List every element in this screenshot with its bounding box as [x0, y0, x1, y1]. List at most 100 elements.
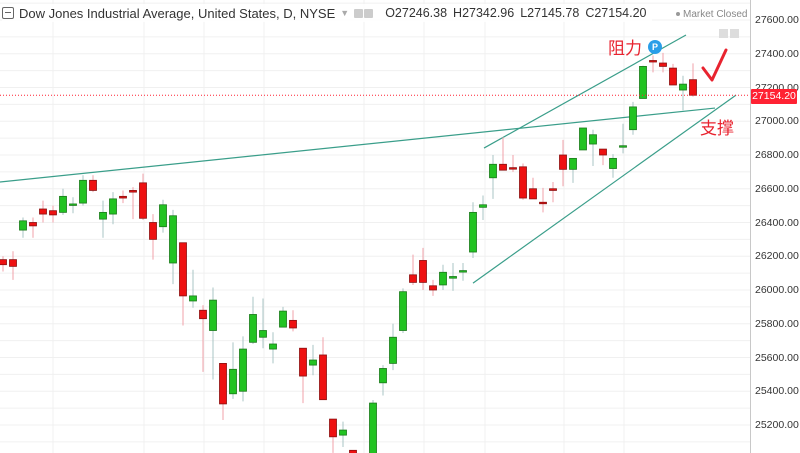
candle-body	[179, 242, 187, 297]
scale-up-icon[interactable]	[730, 29, 739, 38]
y-tick-label: 26400.00	[755, 216, 799, 229]
y-tick-label: 26600.00	[755, 182, 799, 195]
low-value: L27145.78	[520, 6, 580, 20]
candle-body	[279, 310, 287, 328]
candle-body	[669, 67, 677, 86]
candle-body	[189, 295, 197, 302]
candle-body	[429, 285, 437, 291]
candle-body	[379, 368, 387, 384]
y-tick-label: 25800.00	[755, 317, 799, 330]
candle-body	[129, 190, 137, 193]
candle-body	[169, 215, 177, 264]
candle-body	[219, 363, 227, 405]
candle-body	[239, 348, 247, 392]
settings-icons[interactable]	[354, 6, 374, 21]
candle-body	[409, 274, 417, 283]
y-tick-label: 27600.00	[755, 14, 799, 26]
checkmark-annotation	[701, 48, 728, 82]
candle-body	[99, 211, 107, 220]
candle-body	[159, 204, 167, 228]
y-tick-label: 25400.00	[755, 385, 799, 398]
symbol-title[interactable]: Dow Jones Industrial Average, United Sta…	[19, 5, 336, 21]
candle-body	[89, 179, 97, 191]
chevron-down-icon[interactable]: ▼	[340, 8, 350, 18]
trendline	[472, 94, 737, 284]
candle-body	[269, 343, 277, 350]
candle-body	[539, 201, 547, 205]
candle-body	[459, 270, 467, 273]
collapse-icon[interactable]	[2, 7, 14, 19]
candle-body	[609, 157, 617, 169]
high-value: H27342.96	[453, 6, 515, 20]
candle-body	[419, 260, 427, 283]
candle-body	[559, 154, 567, 170]
candle-body	[659, 62, 667, 67]
candle-body	[589, 134, 597, 145]
candle-body	[109, 198, 117, 215]
candle-body	[9, 259, 17, 267]
candle-body	[499, 163, 507, 171]
candle-body	[59, 195, 67, 213]
candle-body	[519, 166, 527, 199]
candle-body	[529, 188, 537, 200]
candle-body	[139, 182, 147, 219]
candle-body	[149, 222, 157, 240]
candle-body	[629, 106, 637, 131]
close-value: C27154.20	[585, 6, 647, 20]
candle-body	[439, 271, 447, 286]
candle-body	[199, 309, 207, 320]
trendline	[0, 107, 716, 183]
candle-body	[389, 336, 397, 364]
y-tick-label: 25600.00	[755, 351, 799, 364]
candle-body	[449, 276, 457, 279]
candle-body	[329, 418, 337, 438]
candle-body	[649, 60, 657, 63]
candle-body	[369, 402, 377, 453]
candle-body	[549, 188, 557, 191]
candle-body	[49, 210, 57, 216]
candle-body	[249, 314, 257, 343]
candle-body	[579, 127, 587, 151]
candle-body	[79, 179, 87, 204]
candle-body	[309, 359, 317, 366]
candle-body	[39, 208, 47, 215]
candle-body	[479, 204, 487, 208]
candle-body	[339, 429, 347, 436]
candle-body	[679, 83, 687, 91]
p-badge-icon[interactable]: P	[648, 40, 662, 54]
candle-body	[259, 330, 267, 338]
support-label: 支撑	[700, 119, 734, 138]
candle-body	[69, 203, 77, 206]
candle-body	[319, 354, 327, 401]
candles	[0, 52, 697, 453]
candle-body	[289, 319, 297, 329]
candle-body	[209, 299, 217, 331]
candle-body	[639, 66, 647, 99]
candle-body	[19, 220, 27, 231]
status-dot-icon	[676, 12, 680, 17]
candle-body	[299, 347, 307, 377]
candle-body	[119, 195, 127, 199]
scale-down-icon[interactable]	[719, 29, 728, 38]
ohlc-values: O27246.38 H27342.96 L27145.78 C27154.20	[385, 6, 652, 20]
y-tick-label: 26800.00	[755, 149, 799, 161]
candle-body	[689, 79, 697, 96]
y-tick-label: 26000.00	[755, 284, 799, 296]
candle-body	[29, 222, 37, 227]
candle-body	[0, 259, 7, 266]
grid	[0, 0, 750, 453]
y-tick-label: 27000.00	[755, 115, 799, 128]
market-status-text: Market Closed	[683, 9, 748, 20]
open-value: O27246.38	[385, 6, 448, 20]
candle-body	[229, 368, 237, 395]
chart-legend: Dow Jones Industrial Average, United Sta…	[2, 4, 653, 22]
resistance-label: 阻力	[608, 39, 642, 58]
candle-body	[619, 145, 627, 148]
y-tick-label: 26200.00	[755, 250, 799, 263]
scale-buttons[interactable]	[719, 29, 739, 38]
y-tick-label: 25200.00	[755, 419, 799, 431]
trendlines	[0, 34, 737, 284]
candle-body	[489, 163, 497, 179]
trendline	[483, 34, 687, 149]
